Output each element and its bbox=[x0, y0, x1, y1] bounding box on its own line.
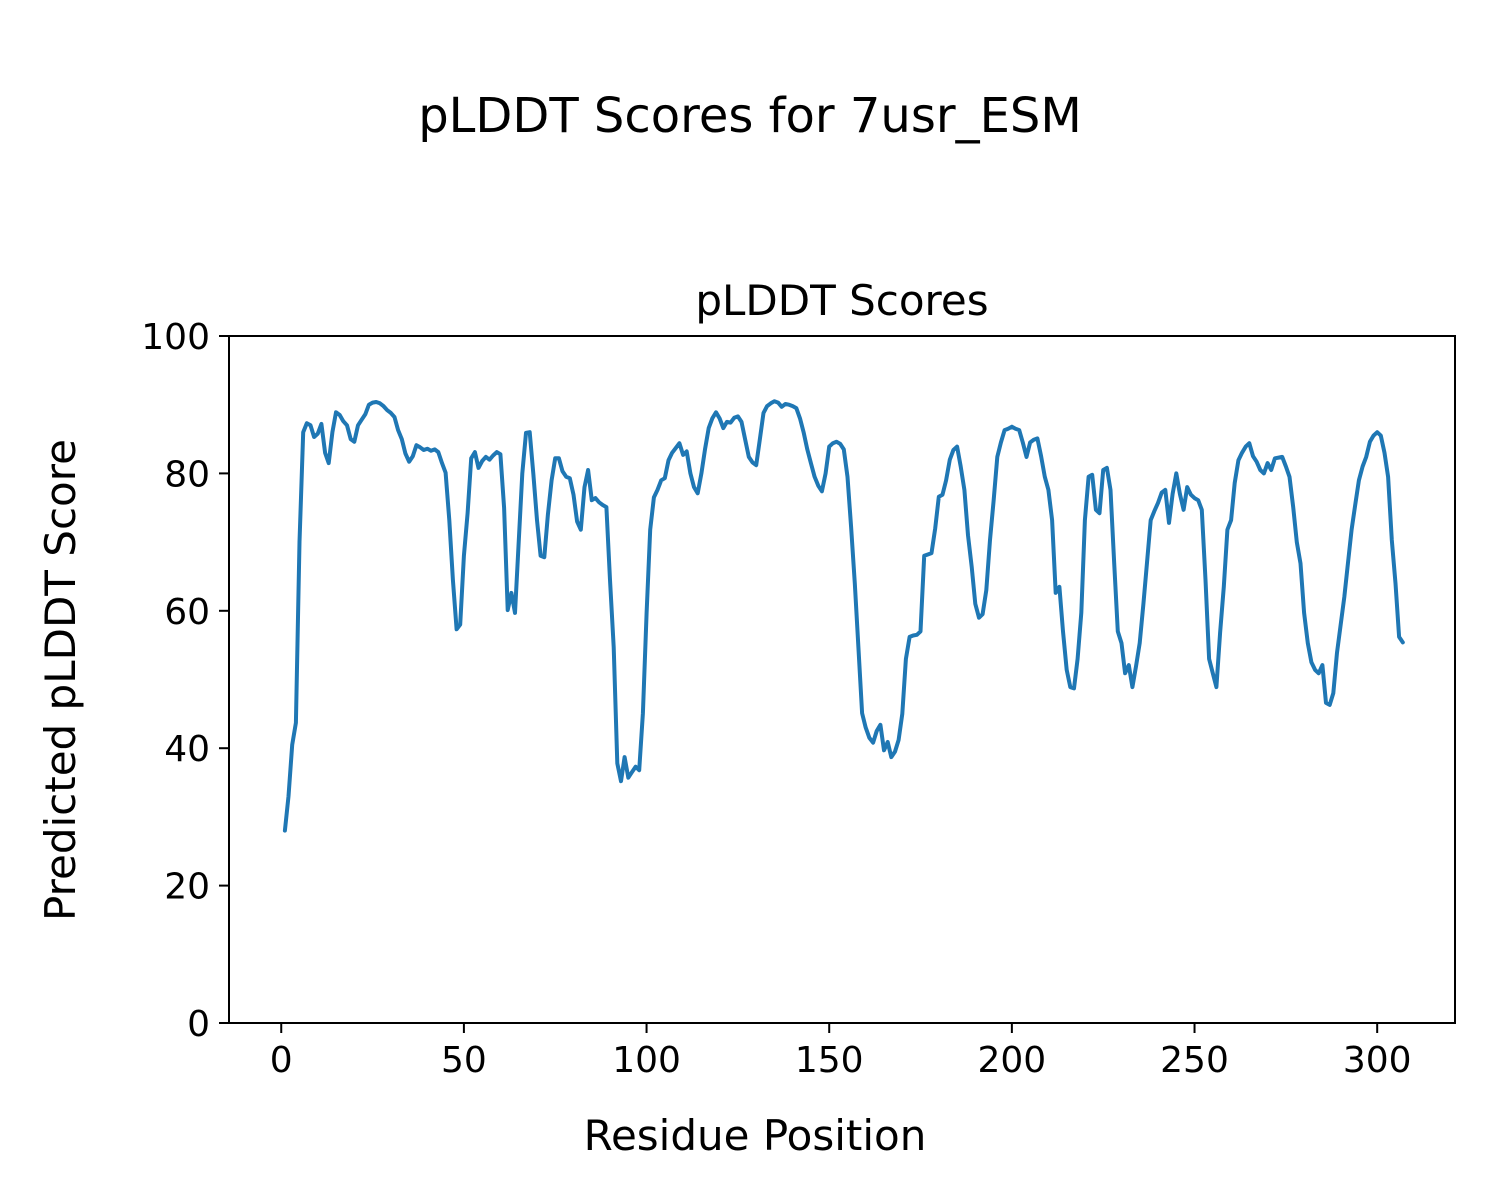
x-tick-label: 0 bbox=[270, 1040, 293, 1081]
x-tick-label: 150 bbox=[795, 1040, 864, 1081]
y-axis-label: Predicted pLDDT Score bbox=[36, 439, 85, 921]
y-axis-ticks: 0 20 40 60 80 100 bbox=[141, 317, 229, 1045]
plot-frame bbox=[228, 335, 1456, 1024]
x-tick-label: 300 bbox=[1343, 1040, 1412, 1081]
x-tick-label: 50 bbox=[441, 1040, 487, 1081]
x-tick-label: 250 bbox=[1160, 1040, 1229, 1081]
y-tick-label: 0 bbox=[187, 1004, 210, 1045]
axes-title: pLDDT Scores bbox=[695, 276, 988, 325]
y-tick-label: 80 bbox=[164, 454, 210, 495]
x-tick-label: 100 bbox=[612, 1040, 681, 1081]
figure-suptitle: pLDDT Scores for 7usr_ESM bbox=[418, 88, 1082, 144]
y-tick-label: 20 bbox=[164, 867, 210, 908]
plddt-line-series bbox=[282, 399, 1405, 833]
x-axis-label: Residue Position bbox=[584, 1111, 927, 1160]
y-tick-label: 60 bbox=[164, 592, 210, 633]
x-tick-label: 200 bbox=[978, 1040, 1047, 1081]
y-tick-label: 100 bbox=[141, 317, 210, 358]
x-axis-ticks: 0 50 100 150 200 250 300 bbox=[270, 1023, 1412, 1081]
y-tick-label: 40 bbox=[164, 729, 210, 770]
